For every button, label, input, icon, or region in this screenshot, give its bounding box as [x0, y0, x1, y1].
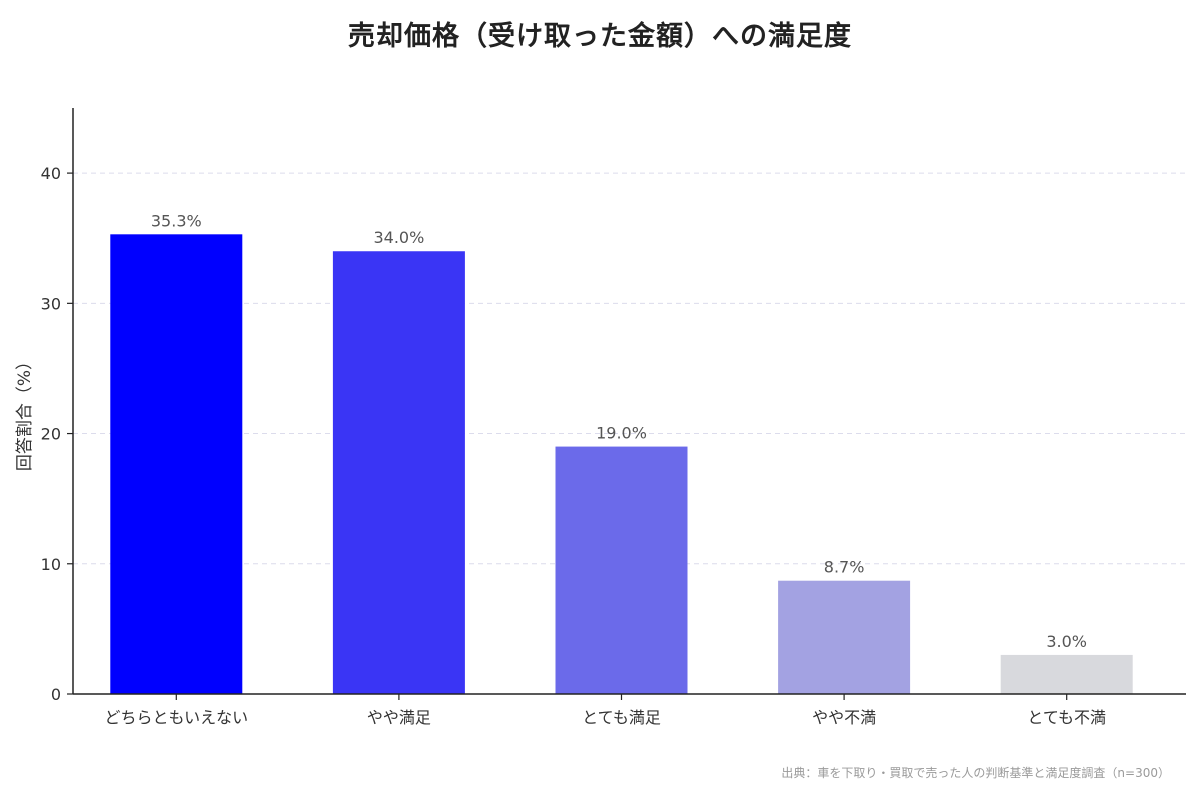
bar: [1000, 654, 1133, 694]
x-tick-label: とても不満: [1027, 708, 1106, 727]
x-tick-label: どちらともいえない: [104, 708, 248, 727]
x-tick-label: とても満足: [582, 708, 661, 727]
x-tick-label: やや満足: [367, 708, 431, 727]
bar-value-label: 34.0%: [373, 228, 424, 247]
y-tick-label: 0: [51, 685, 61, 704]
bar: [332, 251, 465, 694]
y-tick-label: 10: [41, 555, 61, 574]
bar-value-label: 35.3%: [151, 211, 202, 230]
tick-labels: 0 10 20 30 40 どちらともいえない やや満足 とても満足 やや不満 とても不満: [41, 164, 1106, 727]
bars: [110, 234, 1133, 694]
gridlines: [73, 172, 1186, 565]
y-tick-label: 30: [41, 294, 61, 313]
y-tick-label: 40: [41, 164, 61, 183]
x-tick-label: やや不満: [812, 708, 876, 727]
y-axis-label: 回答割合（%）: [15, 353, 35, 471]
source-note: 出典：車を下取り・買取で売った人の判断基準と満足度調査（n=300）: [781, 766, 1170, 780]
bar: [778, 580, 911, 694]
bar: [555, 446, 688, 694]
axes: [67, 108, 1186, 700]
bar: [110, 234, 243, 694]
bar-value-label: 19.0%: [596, 424, 647, 443]
y-tick-label: 20: [41, 425, 61, 444]
value-labels: 35.3% 34.0% 19.0% 8.7% 3.0%: [151, 211, 1087, 651]
chart-title: 売却価格（受け取った金額）への満足度: [348, 21, 852, 52]
bar-value-label: 8.7%: [824, 558, 865, 577]
bar-value-label: 3.0%: [1046, 632, 1087, 651]
